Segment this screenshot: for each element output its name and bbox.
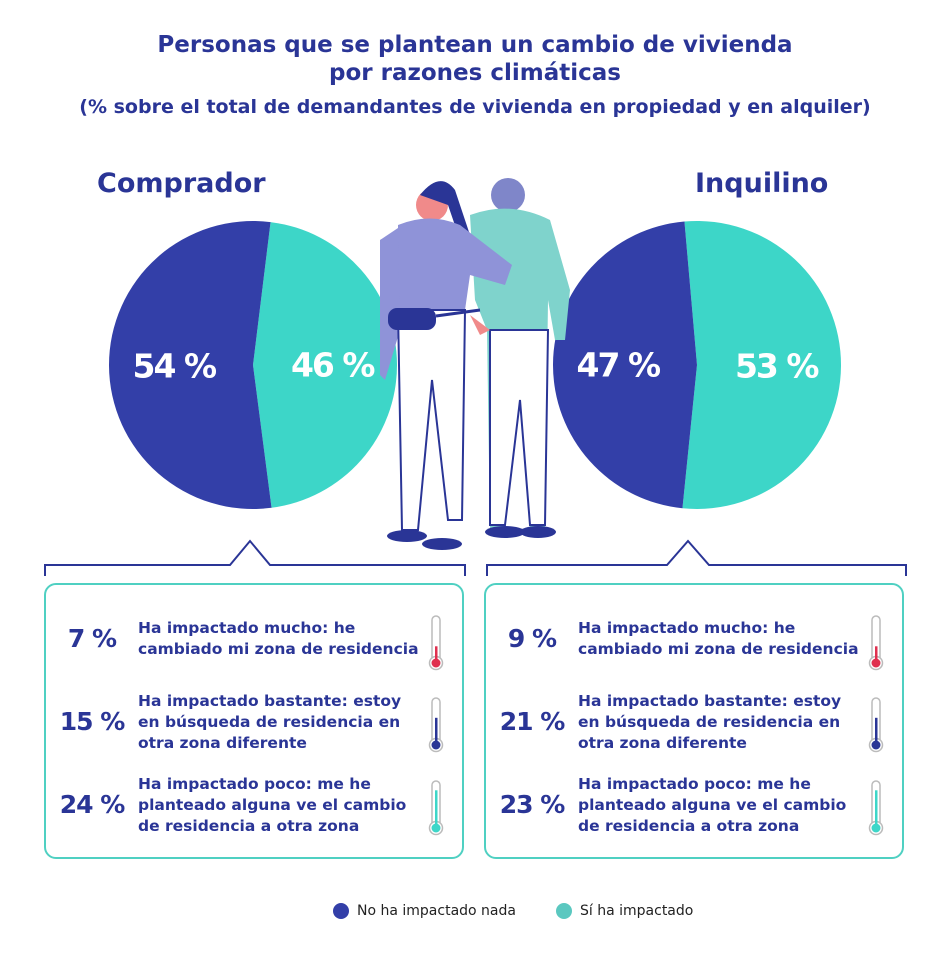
- percent-value: 7 %: [67, 624, 117, 653]
- percent-value: 21 %: [499, 707, 566, 736]
- impact-description: Ha impactado poco: me he planteado algun…: [578, 775, 847, 835]
- legend-label: Sí ha impactado: [580, 903, 694, 919]
- impact-description: Ha impactado bastante: estoy en búsqueda…: [138, 692, 402, 752]
- comprador-breakdown-box: 7 % Ha impactado mucho: he cambiado mi z…: [44, 583, 464, 859]
- slice-no-impact: [109, 221, 272, 509]
- thermometer-icon: [428, 615, 444, 671]
- pie-comprador: 46 % 54 %: [109, 221, 398, 509]
- title-line-2: por razones climáticas: [329, 60, 621, 86]
- slice-label: 53 %: [735, 347, 819, 386]
- legend-impact: Sí ha impactado: [556, 903, 693, 919]
- percent-value: 9 %: [507, 624, 557, 653]
- inquilino-breakdown-box: 9 % Ha impactado mucho: he cambiado mi z…: [484, 583, 904, 859]
- pie-inquilino: 53 % 47 %: [553, 221, 841, 510]
- thermometer-icon: [428, 780, 444, 836]
- percent-value: 24 %: [59, 790, 126, 819]
- thermometer-icon: [428, 697, 444, 753]
- comprador-label: Comprador: [97, 168, 266, 199]
- impact-description: Ha impactado poco: me he planteado algun…: [138, 775, 407, 835]
- slice-no-impact: [553, 221, 697, 509]
- title-line-1: Personas que se plantean un cambio de vi…: [157, 32, 793, 58]
- slice-impact: [253, 222, 398, 508]
- slice-label: 54 %: [133, 346, 217, 385]
- bracket-comprador: [44, 539, 466, 576]
- legend-swatch: [333, 903, 349, 919]
- percent-value: 23 %: [499, 790, 566, 819]
- inquilino-label: Inquilino: [695, 168, 829, 199]
- bracket-inquilino: [486, 539, 907, 576]
- thermometer-icon: [868, 697, 884, 753]
- people-illustration: [380, 178, 570, 550]
- subtitle: (% sobre el total de demandantes de vivi…: [79, 96, 871, 118]
- slice-label: 47 %: [577, 345, 661, 384]
- legend-no-impact: No ha impactado nada: [333, 903, 516, 919]
- thermometer-icon: [868, 615, 884, 671]
- slice-label: 46 %: [291, 346, 375, 385]
- legend-label: No ha impactado nada: [357, 903, 516, 919]
- slice-impact: [682, 221, 841, 510]
- percent-value: 15 %: [59, 707, 126, 736]
- impact-description: Ha impactado mucho: he cambiado mi zona …: [578, 619, 859, 658]
- legend-swatch: [556, 903, 572, 919]
- impact-description: Ha impactado mucho: he cambiado mi zona …: [138, 619, 419, 658]
- impact-description: Ha impactado bastante: estoy en búsqueda…: [578, 692, 842, 752]
- thermometer-icon: [868, 780, 884, 836]
